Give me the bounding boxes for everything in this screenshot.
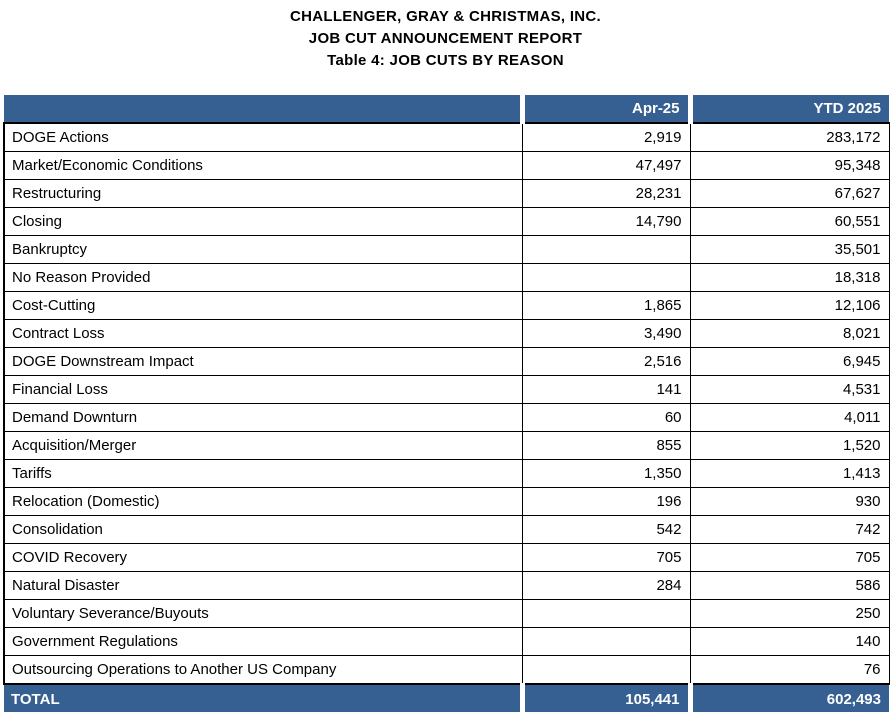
reason-cell: Government Regulations — [3, 627, 523, 656]
table-body: DOGE Actions 2,919 283,172 Market/Econom… — [3, 122, 890, 685]
reason-cell: Contract Loss — [3, 319, 523, 348]
table-row: COVID Recovery 705 705 — [3, 543, 890, 572]
total-ytd2025-cell: 602,493 — [687, 684, 889, 712]
table-row: Tariffs 1,350 1,413 — [3, 459, 890, 488]
apr25-cell: 196 — [521, 487, 691, 516]
table-row: Demand Downturn 60 4,011 — [3, 403, 890, 432]
table-row: Consolidation 542 742 — [3, 515, 890, 544]
apr25-cell: 705 — [521, 543, 691, 572]
ytd2025-cell: 1,413 — [689, 459, 890, 488]
table-row: Cost-Cutting 1,865 12,106 — [3, 291, 890, 320]
table-row: Outsourcing Operations to Another US Com… — [3, 655, 890, 685]
table-row: Relocation (Domestic) 196 930 — [3, 487, 890, 516]
apr25-cell: 3,490 — [521, 319, 691, 348]
reason-cell: DOGE Actions — [3, 122, 523, 152]
reason-cell: Relocation (Domestic) — [3, 487, 523, 516]
apr25-cell: 60 — [521, 403, 691, 432]
ytd2025-cell: 95,348 — [689, 151, 890, 180]
apr25-cell — [521, 263, 691, 292]
ytd2025-cell: 60,551 — [689, 207, 890, 236]
apr25-cell: 2,919 — [521, 122, 691, 152]
ytd2025-cell: 1,520 — [689, 431, 890, 460]
table-row: Acquisition/Merger 855 1,520 — [3, 431, 890, 460]
ytd2025-cell: 4,011 — [689, 403, 890, 432]
ytd2025-cell: 67,627 — [689, 179, 890, 208]
apr25-cell — [521, 235, 691, 264]
reason-cell: Restructuring — [3, 179, 523, 208]
table-row: Market/Economic Conditions 47,497 95,348 — [3, 151, 890, 180]
reason-cell: Tariffs — [3, 459, 523, 488]
ytd2025-cell: 18,318 — [689, 263, 890, 292]
ytd2025-cell: 140 — [689, 627, 890, 656]
report-title-report: JOB CUT ANNOUNCEMENT REPORT — [308, 30, 583, 47]
ytd2025-cell: 12,106 — [689, 291, 890, 320]
job-cuts-by-reason-table: Apr-25 YTD 2025 DOGE Actions 2,919 283,1… — [3, 95, 890, 712]
reason-cell: Natural Disaster — [3, 571, 523, 600]
ytd2025-cell: 6,945 — [689, 347, 890, 376]
reason-cell: Market/Economic Conditions — [3, 151, 523, 180]
apr25-cell — [521, 599, 691, 628]
apr25-cell: 47,497 — [521, 151, 691, 180]
table-header-row: Apr-25 YTD 2025 — [4, 95, 889, 123]
total-row: TOTAL 105,441 602,493 — [4, 684, 889, 712]
apr25-cell — [521, 627, 691, 656]
apr25-cell: 2,516 — [521, 347, 691, 376]
reason-cell: DOGE Downstream Impact — [3, 347, 523, 376]
ytd2025-cell: 76 — [689, 655, 890, 685]
ytd2025-cell: 250 — [689, 599, 890, 628]
reason-cell: Demand Downturn — [3, 403, 523, 432]
table-row: Natural Disaster 284 586 — [3, 571, 890, 600]
table-row: Closing 14,790 60,551 — [3, 207, 890, 236]
apr25-cell — [521, 655, 691, 685]
reason-cell: Consolidation — [3, 515, 523, 544]
header-reason-cell — [4, 95, 522, 123]
reason-cell: Cost-Cutting — [3, 291, 523, 320]
reason-cell: Financial Loss — [3, 375, 523, 404]
apr25-cell: 1,865 — [521, 291, 691, 320]
ytd2025-cell: 283,172 — [689, 122, 890, 152]
ytd2025-cell: 35,501 — [689, 235, 890, 264]
header-apr25-cell: Apr-25 — [519, 95, 690, 123]
table-row: Restructuring 28,231 67,627 — [3, 179, 890, 208]
header-ytd2025-cell: YTD 2025 — [687, 95, 889, 123]
reason-cell: No Reason Provided — [3, 263, 523, 292]
reason-cell: Outsourcing Operations to Another US Com… — [3, 655, 523, 685]
table-row: Contract Loss 3,490 8,021 — [3, 319, 890, 348]
ytd2025-cell: 8,021 — [689, 319, 890, 348]
reason-cell: Bankruptcy — [3, 235, 523, 264]
report-title: CHALLENGER, GRAY & CHRISTMAS, INC. JOB C… — [0, 0, 891, 72]
table-row: Voluntary Severance/Buyouts 250 — [3, 599, 890, 628]
apr25-cell: 542 — [521, 515, 691, 544]
table-row: DOGE Downstream Impact 2,516 6,945 — [3, 347, 890, 376]
reason-cell: Acquisition/Merger — [3, 431, 523, 460]
apr25-cell: 284 — [521, 571, 691, 600]
ytd2025-cell: 4,531 — [689, 375, 890, 404]
table-row: Financial Loss 141 4,531 — [3, 375, 890, 404]
report-title-table-caption: Table 4: JOB CUTS BY REASON — [327, 52, 564, 69]
ytd2025-cell: 586 — [689, 571, 890, 600]
table-row: No Reason Provided 18,318 — [3, 263, 890, 292]
apr25-cell: 28,231 — [521, 179, 691, 208]
total-apr25-cell: 105,441 — [519, 684, 690, 712]
apr25-cell: 14,790 — [521, 207, 691, 236]
apr25-cell: 141 — [521, 375, 691, 404]
ytd2025-cell: 742 — [689, 515, 890, 544]
report-title-company: CHALLENGER, GRAY & CHRISTMAS, INC. — [289, 8, 602, 25]
ytd2025-cell: 705 — [689, 543, 890, 572]
table-row: Government Regulations 140 — [3, 627, 890, 656]
reason-cell: COVID Recovery — [3, 543, 523, 572]
table-row: DOGE Actions 2,919 283,172 — [3, 122, 890, 152]
apr25-cell: 1,350 — [521, 459, 691, 488]
reason-cell: Closing — [3, 207, 523, 236]
ytd2025-cell: 930 — [689, 487, 890, 516]
table-row: Bankruptcy 35,501 — [3, 235, 890, 264]
apr25-cell: 855 — [521, 431, 691, 460]
total-label: TOTAL — [4, 684, 522, 712]
reason-cell: Voluntary Severance/Buyouts — [3, 599, 523, 628]
